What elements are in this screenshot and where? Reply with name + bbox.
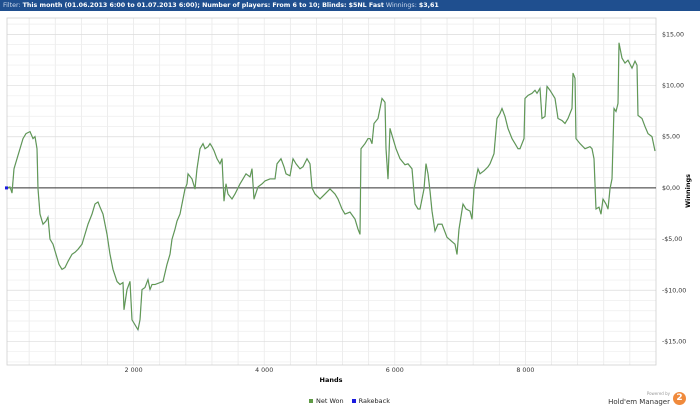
y-tick-label: -$10,00 (662, 287, 686, 294)
y-tick-label: $15,00 (662, 31, 684, 38)
rakeback-swatch (351, 399, 356, 403)
legend-rakeback-label: Rakeback (358, 397, 390, 405)
x-ticks: 2 000 4 000 6 000 8 000 (125, 367, 535, 374)
filter-label: Filter: (3, 2, 21, 9)
x-tick-label: 6 000 (386, 367, 404, 374)
y-tick-label: -$15,00 (662, 338, 686, 345)
powered-by-text: Powered by (646, 391, 670, 396)
rakeback-point (4, 186, 8, 190)
net-won-swatch (309, 399, 313, 403)
filter-bar: Filter: This month (01.06.2013 6:00 to 0… (0, 0, 700, 11)
x-tick-label: 4 000 (255, 367, 273, 374)
x-tick-label: 8 000 (516, 367, 534, 374)
series-group (4, 42, 656, 332)
y-ticks: $15,00 $10,00 $5,00 $0,00 -$5,00 -$10,00 -$15,… (662, 31, 686, 345)
y-tick-label: $5,00 (662, 134, 680, 141)
brand-name: Hold'em Manager (608, 398, 670, 406)
winnings-label: Winnings: (385, 2, 417, 9)
x-tick-label: 2 000 (125, 367, 143, 374)
net-won-line (6, 42, 656, 331)
y-tick-label: $0,00 (662, 185, 680, 192)
y-tick-label: -$5,00 (662, 236, 682, 243)
net-won-shadow-line (6, 42, 656, 332)
y-tick-label: $10,00 (662, 83, 684, 90)
legend-rakeback[interactable]: Rakeback (351, 397, 390, 405)
winnings-value: $3,61 (418, 2, 439, 9)
legend-net-won-label: Net Won (316, 397, 344, 405)
hm2-badge-icon: 2 (673, 392, 686, 405)
plot-border (6, 17, 657, 366)
grid (7, 18, 656, 365)
x-axis-label: Hands (320, 376, 343, 384)
y-axis-label: Winnings (684, 174, 692, 208)
legend-net-won[interactable]: Net Won (309, 397, 344, 405)
filter-text: This month (01.06.2013 6:00 to 01.07.201… (22, 2, 384, 9)
legend: Net Won Rakeback (309, 397, 390, 405)
